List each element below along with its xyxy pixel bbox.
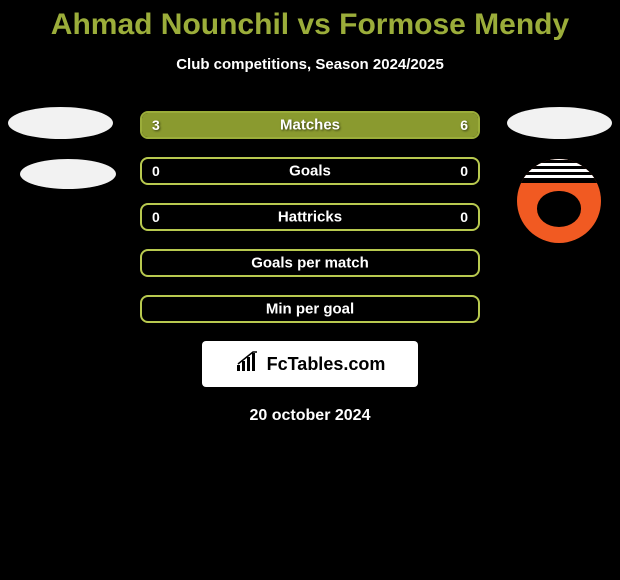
stat-bar-row: 0Hattricks0: [140, 203, 480, 231]
player-badge-icon: [507, 107, 612, 139]
stat-label: Matches: [142, 117, 478, 134]
date-label: 20 october 2024: [0, 407, 620, 425]
bar-chart-icon: [235, 351, 261, 378]
stat-label: Min per goal: [142, 301, 478, 318]
page-title: Ahmad Nounchil vs Formose Mendy: [0, 0, 620, 42]
stat-bars-container: 3Matches60Goals00Hattricks0Goals per mat…: [140, 111, 480, 323]
stat-bar-row: 3Matches6: [140, 111, 480, 139]
stat-label: Goals: [142, 163, 478, 180]
stat-label: Hattricks: [142, 209, 478, 226]
stat-value-right: 0: [460, 163, 468, 179]
stat-bar-row: 0Goals0: [140, 157, 480, 185]
stat-value-right: 0: [460, 209, 468, 225]
left-player-badges: [8, 107, 116, 209]
stat-label: Goals per match: [142, 255, 478, 272]
season-subtitle: Club competitions, Season 2024/2025: [0, 56, 620, 73]
stat-value-right: 6: [460, 117, 468, 133]
brand-logo-box: FcTables.com: [202, 341, 418, 387]
comparison-chart: 3Matches60Goals00Hattricks0Goals per mat…: [0, 111, 620, 323]
stat-bar-row: Min per goal: [140, 295, 480, 323]
right-player-badges: [507, 107, 612, 243]
stat-bar-row: Goals per match: [140, 249, 480, 277]
player-badge-icon: [20, 159, 116, 189]
club-logo-fc-lorient: [517, 159, 601, 243]
player-badge-icon: [8, 107, 113, 139]
brand-text: FcTables.com: [267, 354, 386, 375]
